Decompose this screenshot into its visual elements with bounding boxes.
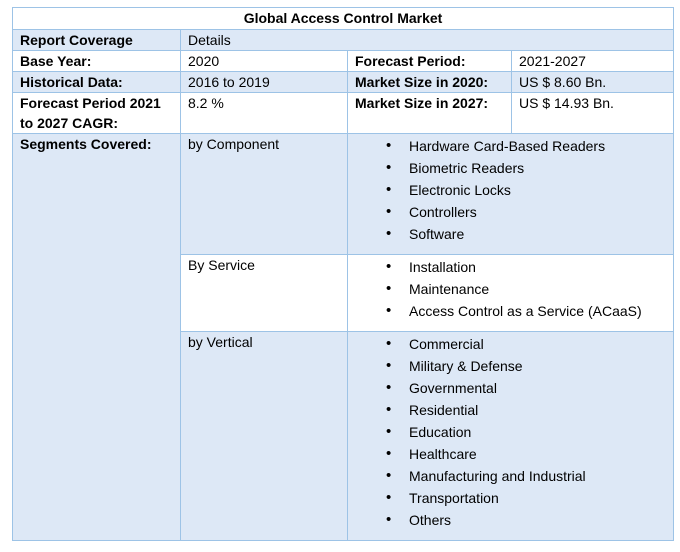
list-item: Military & Defense bbox=[355, 355, 666, 377]
segment-items-list: Commercial Military & Defense Government… bbox=[355, 333, 666, 531]
segment-items-cell: Installation Maintenance Access Control … bbox=[346, 254, 675, 332]
list-item: Maintenance bbox=[355, 278, 666, 300]
base-year-label: Base Year: bbox=[12, 50, 181, 72]
list-item: Hardware Card-Based Readers bbox=[355, 135, 666, 157]
base-year-value: 2020 bbox=[180, 50, 348, 72]
segment-items-list: Installation Maintenance Access Control … bbox=[355, 256, 666, 322]
list-item: Residential bbox=[355, 399, 666, 421]
list-item: Installation bbox=[355, 256, 666, 278]
historical-data-value: 2016 to 2019 bbox=[180, 71, 348, 93]
list-item: Transportation bbox=[355, 487, 666, 509]
list-item: Education bbox=[355, 421, 666, 443]
segment-name: By Service bbox=[180, 254, 348, 332]
segment-name: by Vertical bbox=[180, 331, 348, 541]
historical-data-label: Historical Data: bbox=[12, 71, 181, 93]
market-size-2020-value: US $ 8.60 Bn. bbox=[510, 71, 675, 93]
forecast-period-label: Forecast Period: bbox=[347, 50, 512, 72]
details-header: Details bbox=[179, 29, 675, 51]
cagr-label: Forecast Period 2021 to 2027 CAGR: bbox=[12, 92, 181, 134]
forecast-period-value: 2021-2027 bbox=[510, 50, 675, 72]
segments-covered-label: Segments Covered: bbox=[12, 133, 181, 541]
list-item: Controllers bbox=[355, 201, 666, 223]
table-title: Global Access Control Market bbox=[11, 7, 675, 30]
segment-name: by Component bbox=[180, 133, 348, 255]
list-item: Commercial bbox=[355, 333, 666, 355]
market-size-2027-value: US $ 14.93 Bn. bbox=[510, 92, 675, 134]
list-item: Access Control as a Service (ACaaS) bbox=[355, 300, 666, 322]
list-item: Others bbox=[355, 509, 666, 531]
report-coverage-header: Report Coverage bbox=[12, 29, 181, 51]
list-item: Software bbox=[355, 223, 666, 245]
cagr-value: 8.2 % bbox=[180, 92, 348, 134]
list-item: Manufacturing and Industrial bbox=[355, 465, 666, 487]
list-item: Electronic Locks bbox=[355, 179, 666, 201]
list-item: Healthcare bbox=[355, 443, 666, 465]
list-item: Governmental bbox=[355, 377, 666, 399]
list-item: Biometric Readers bbox=[355, 157, 666, 179]
segment-items-cell: Commercial Military & Defense Government… bbox=[346, 331, 675, 541]
market-size-2027-label: Market Size in 2027: bbox=[347, 92, 512, 134]
market-report-table: Global Access Control Market Report Cove… bbox=[11, 7, 675, 541]
market-size-2020-label: Market Size in 2020: bbox=[347, 71, 512, 93]
segment-items-list: Hardware Card-Based Readers Biometric Re… bbox=[355, 135, 666, 245]
segment-items-cell: Hardware Card-Based Readers Biometric Re… bbox=[346, 133, 675, 255]
